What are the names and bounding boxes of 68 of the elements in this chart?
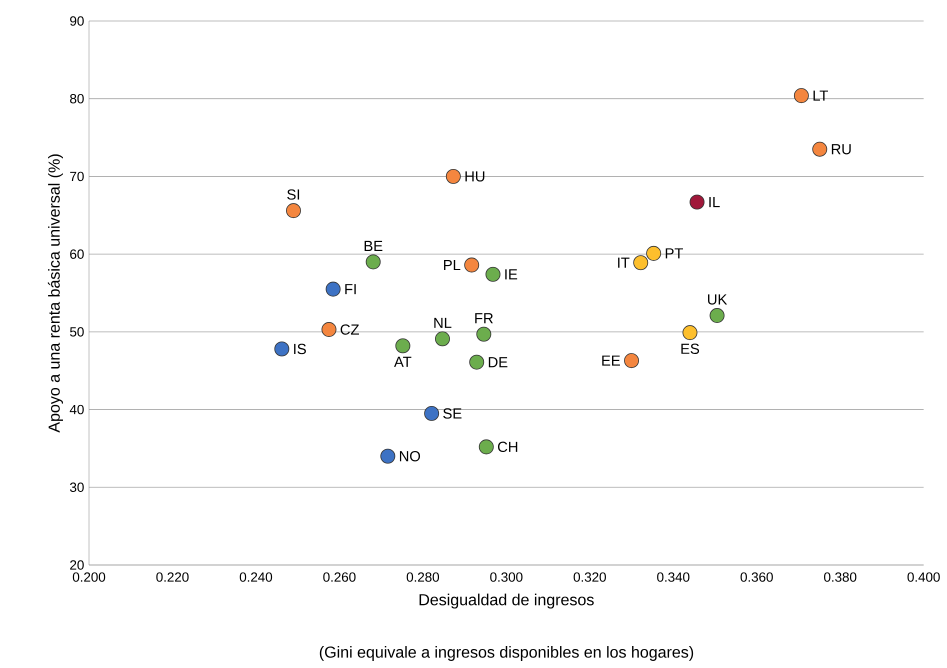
annotation: LT	[814, 90, 828, 101]
y-tick-label: 60	[70, 249, 84, 259]
annotation: SE	[443, 408, 462, 419]
point	[366, 254, 381, 270]
y-tick-label: 20	[70, 560, 84, 570]
x-tick-label: 0.280	[406, 572, 440, 582]
x-tick-label: 0.340	[657, 572, 690, 582]
annotation: BE	[364, 240, 382, 251]
x-tick-label: 0.380	[824, 572, 856, 582]
point	[486, 266, 500, 282]
y-tick-label: 80	[70, 94, 84, 104]
point	[274, 341, 290, 356]
annotation: IL	[709, 197, 720, 208]
x-tick-label: 0.400	[908, 572, 940, 582]
point	[646, 246, 662, 261]
annotation: HU	[465, 171, 484, 182]
point	[286, 203, 301, 218]
annotation: FI	[345, 284, 356, 294]
x-tick-label: 0.300	[490, 572, 522, 582]
point	[446, 168, 461, 184]
y-axis-title: Apoyo a una renta básica universal (%)	[48, 154, 63, 433]
annotation: IT	[618, 258, 630, 268]
annotation: IS	[294, 344, 306, 354]
x-tick-label: 0.200	[72, 572, 106, 582]
annotation: FR	[475, 313, 493, 324]
point	[812, 142, 828, 157]
annotation: NL	[434, 318, 452, 328]
point	[464, 258, 480, 272]
annotation: SI	[287, 189, 300, 200]
text: (Gini equivale a ingresos disponibles en los hogares)	[320, 646, 694, 661]
point	[395, 338, 410, 354]
x-tick-label: 0.260	[323, 572, 356, 582]
point	[478, 439, 494, 454]
annotation: CH	[498, 442, 518, 452]
point	[794, 88, 809, 104]
point	[322, 322, 336, 337]
annotation: AT	[394, 356, 412, 367]
annotation: UK	[708, 294, 728, 305]
point	[682, 325, 698, 340]
y-tick-label: 30	[70, 482, 84, 492]
point	[633, 255, 648, 270]
x-tick-label: 0.240	[240, 572, 272, 582]
annotation: PL	[444, 260, 460, 270]
x-axis-title: Desigualdad de ingresos	[420, 594, 594, 609]
annotation: CZ	[340, 324, 359, 335]
annotation: RU	[832, 144, 851, 154]
annotation: ES	[681, 344, 700, 354]
annotation: PT	[666, 248, 683, 258]
point	[624, 353, 639, 368]
annotation: IE	[505, 269, 518, 280]
point	[326, 282, 341, 297]
annotation: NO	[400, 451, 420, 462]
point	[710, 308, 725, 323]
point	[469, 354, 484, 370]
annotation: EE	[602, 356, 620, 366]
point	[424, 406, 440, 421]
y-tick-label: 90	[70, 16, 84, 26]
x-tick-label: 0.220	[156, 572, 189, 582]
y-tick-label: 70	[70, 172, 84, 182]
point	[435, 331, 450, 346]
point	[690, 194, 705, 210]
x-tick-label: 0.320	[574, 572, 606, 582]
point	[476, 326, 492, 342]
annotation: DE	[488, 357, 508, 368]
y-tick-label: 40	[70, 404, 84, 414]
y-tick-label: 50	[70, 327, 84, 337]
point	[380, 448, 396, 464]
x-tick-label: 0.360	[740, 572, 773, 582]
